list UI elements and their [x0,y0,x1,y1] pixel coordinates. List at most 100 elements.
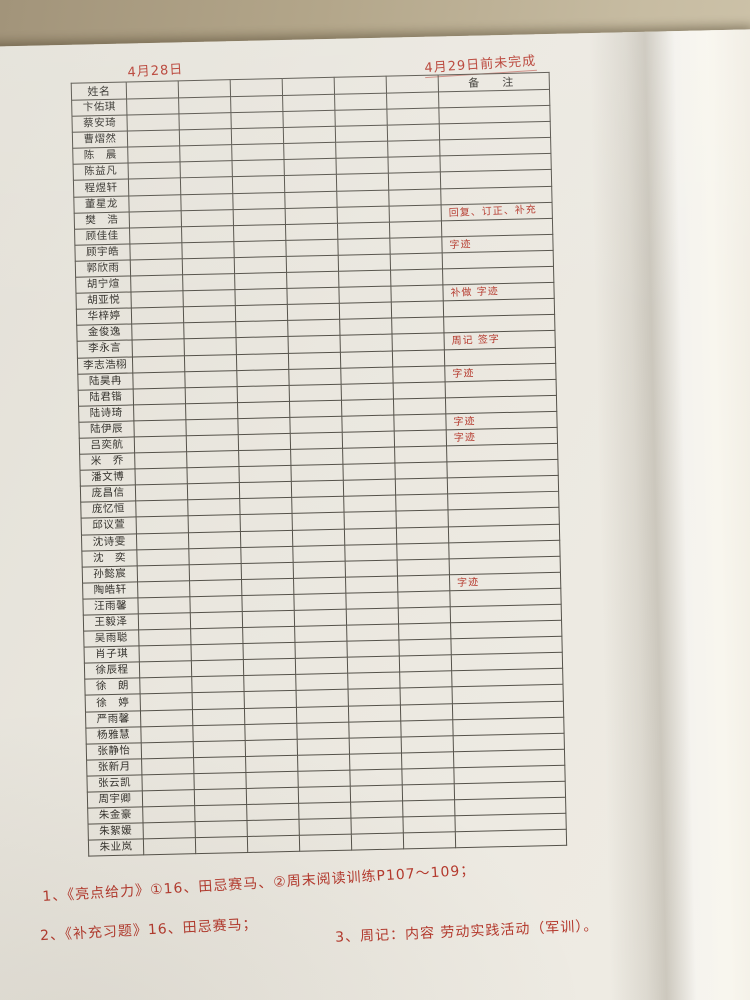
blank-cell [245,771,299,789]
blank-cell [347,656,400,674]
blank-cell [285,206,338,225]
blank-cell [181,241,235,259]
blank-cell [398,638,452,657]
student-name-cell: 张云凯 [86,774,143,793]
student-name-cell: 汪雨馨 [82,597,139,616]
student-name-cell: 陆昊冉 [77,372,134,390]
student-name-cell: 吴雨聪 [83,629,140,648]
student-name-cell: 张新月 [86,758,142,777]
blank-cell [392,333,445,351]
student-name-cell: 徐 朗 [84,678,141,696]
blank-cell [292,528,345,546]
blank-cell [185,418,239,436]
blank-cell [233,240,287,258]
blank-cell [283,142,336,160]
blank-column-header [230,78,283,97]
blank-cell [233,208,286,226]
blank-cell [286,287,340,305]
blank-cell [340,350,393,368]
blank-cell [190,627,243,645]
blank-cell [389,220,442,238]
homework-roster-table: 姓名 备 注 卞佑琪 蔡安琦 曹熠然陈 晨陈益凡 程煜轩 董星龙樊 浩回复、订正、补充顾… [71,72,567,857]
blank-cell [238,465,292,483]
blank-cell [184,354,237,372]
blank-cell [136,548,190,566]
blank-cell [133,419,187,437]
blank-cell [387,124,440,142]
blank-cell [294,625,347,643]
blank-cell [282,94,335,112]
blank-cell [192,724,246,742]
blank-cell [295,673,349,691]
blank-cell [348,704,401,722]
blank-cell [186,466,240,484]
blank-cell [297,753,350,772]
blank-cell [349,752,402,771]
blank-cell [293,576,346,595]
blank-cell [344,543,398,561]
blank-cell [127,130,180,148]
blank-cell [191,659,244,678]
blank-cell [239,481,292,499]
blank-cell [396,510,449,528]
blank-cell [391,317,444,335]
blank-cell [132,355,185,373]
blank-cell [140,693,193,711]
blank-cell [244,706,297,725]
paper-sheet: 4月28日 4月29日前未完成 姓名 备 注 卞佑琪 蔡安琦 曹熠然陈 晨陈益凡 程煜… [0,29,750,1000]
blank-cell [398,606,451,625]
blank-cell [349,768,403,787]
blank-cell [246,803,299,821]
blank-cell [402,799,455,818]
blank-cell [342,463,396,481]
student-name-cell: 徐辰程 [84,662,140,680]
handwritten-date-annotation: 4月28日 [127,62,184,81]
blank-cell [195,820,248,838]
blank-cell [192,708,245,726]
student-name-cell: 吕奕航 [79,436,135,455]
blank-cell [349,736,402,754]
blank-cell [344,511,397,529]
blank-cell [140,725,194,743]
handwritten-footer-note-1: 1、《亮点给力》①16、田忌赛马、②周末阅读训练P107～109； [41,862,476,905]
blank-cell [126,97,179,116]
blank-cell [191,675,245,694]
blank-cell [400,719,454,737]
blank-cell [390,285,444,303]
blank-cell [286,271,339,289]
blank-cell [240,513,293,532]
blank-cell [186,450,239,468]
blank-cell [295,657,348,675]
blank-cell [344,527,397,545]
blank-cell [179,128,232,147]
student-name-cell: 卞佑琪 [71,99,127,117]
student-name-cell: 杨雅慧 [85,726,142,744]
blank-cell [178,112,232,131]
blank-cell [246,787,299,805]
blank-cell [296,705,349,723]
blank-cell [338,254,391,272]
blank-cell [388,188,442,206]
blank-cell [284,174,337,193]
blank-cell [230,111,284,129]
blank-cell [182,289,236,308]
blank-cell [336,189,390,207]
blank-cell [288,335,341,353]
student-name-cell: 胡宁煊 [75,276,131,294]
blank-cell [285,223,338,241]
blank-cell [350,817,404,835]
blank-cell [294,609,347,627]
blank-cell [334,109,388,127]
blank-cell [292,512,345,530]
blank-cell [128,162,181,180]
blank-cell [194,788,247,806]
blank-cell [136,516,189,534]
blank-cell [242,626,295,644]
blank-cell [287,303,340,321]
blank-cell [140,709,193,727]
blank-cell [351,833,404,851]
student-name-cell: 严雨馨 [85,710,141,728]
blank-cell [132,339,185,357]
blank-cell [232,159,285,178]
blank-cell [241,562,294,580]
